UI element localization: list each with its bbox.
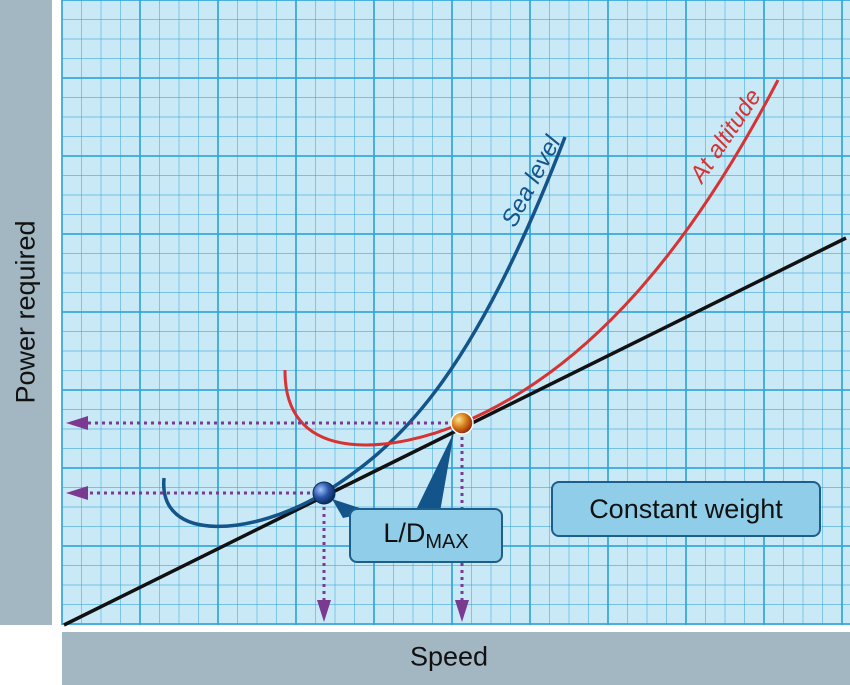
sea-level-tangent-point bbox=[312, 481, 336, 505]
altitude-tangent-point bbox=[450, 411, 474, 435]
arrowhead-down-icon bbox=[455, 600, 469, 622]
constant-weight-callout: Constant weight bbox=[551, 481, 821, 537]
ld-max-callout: L/DMAX bbox=[349, 508, 503, 563]
sea-level-curve bbox=[162, 136, 567, 529]
arrowhead-down-icon bbox=[317, 600, 331, 622]
x-axis-label: Speed bbox=[409, 641, 489, 672]
ld-max-subscript: MAX bbox=[425, 530, 469, 553]
y-axis-label-bar bbox=[0, 0, 52, 625]
at-altitude-curve bbox=[283, 79, 780, 447]
constant-weight-text: Constant weight bbox=[589, 493, 783, 524]
arrowhead-left-icon bbox=[66, 486, 88, 500]
ld-max-text: L/DMAX bbox=[383, 518, 468, 554]
ld-max-pointer-altitude bbox=[415, 432, 454, 512]
x-axis-label-bar bbox=[62, 632, 850, 685]
arrowhead-left-icon bbox=[66, 416, 88, 430]
y-axis-label: Power required bbox=[10, 220, 41, 404]
ld-max-main: L/D bbox=[383, 517, 426, 548]
